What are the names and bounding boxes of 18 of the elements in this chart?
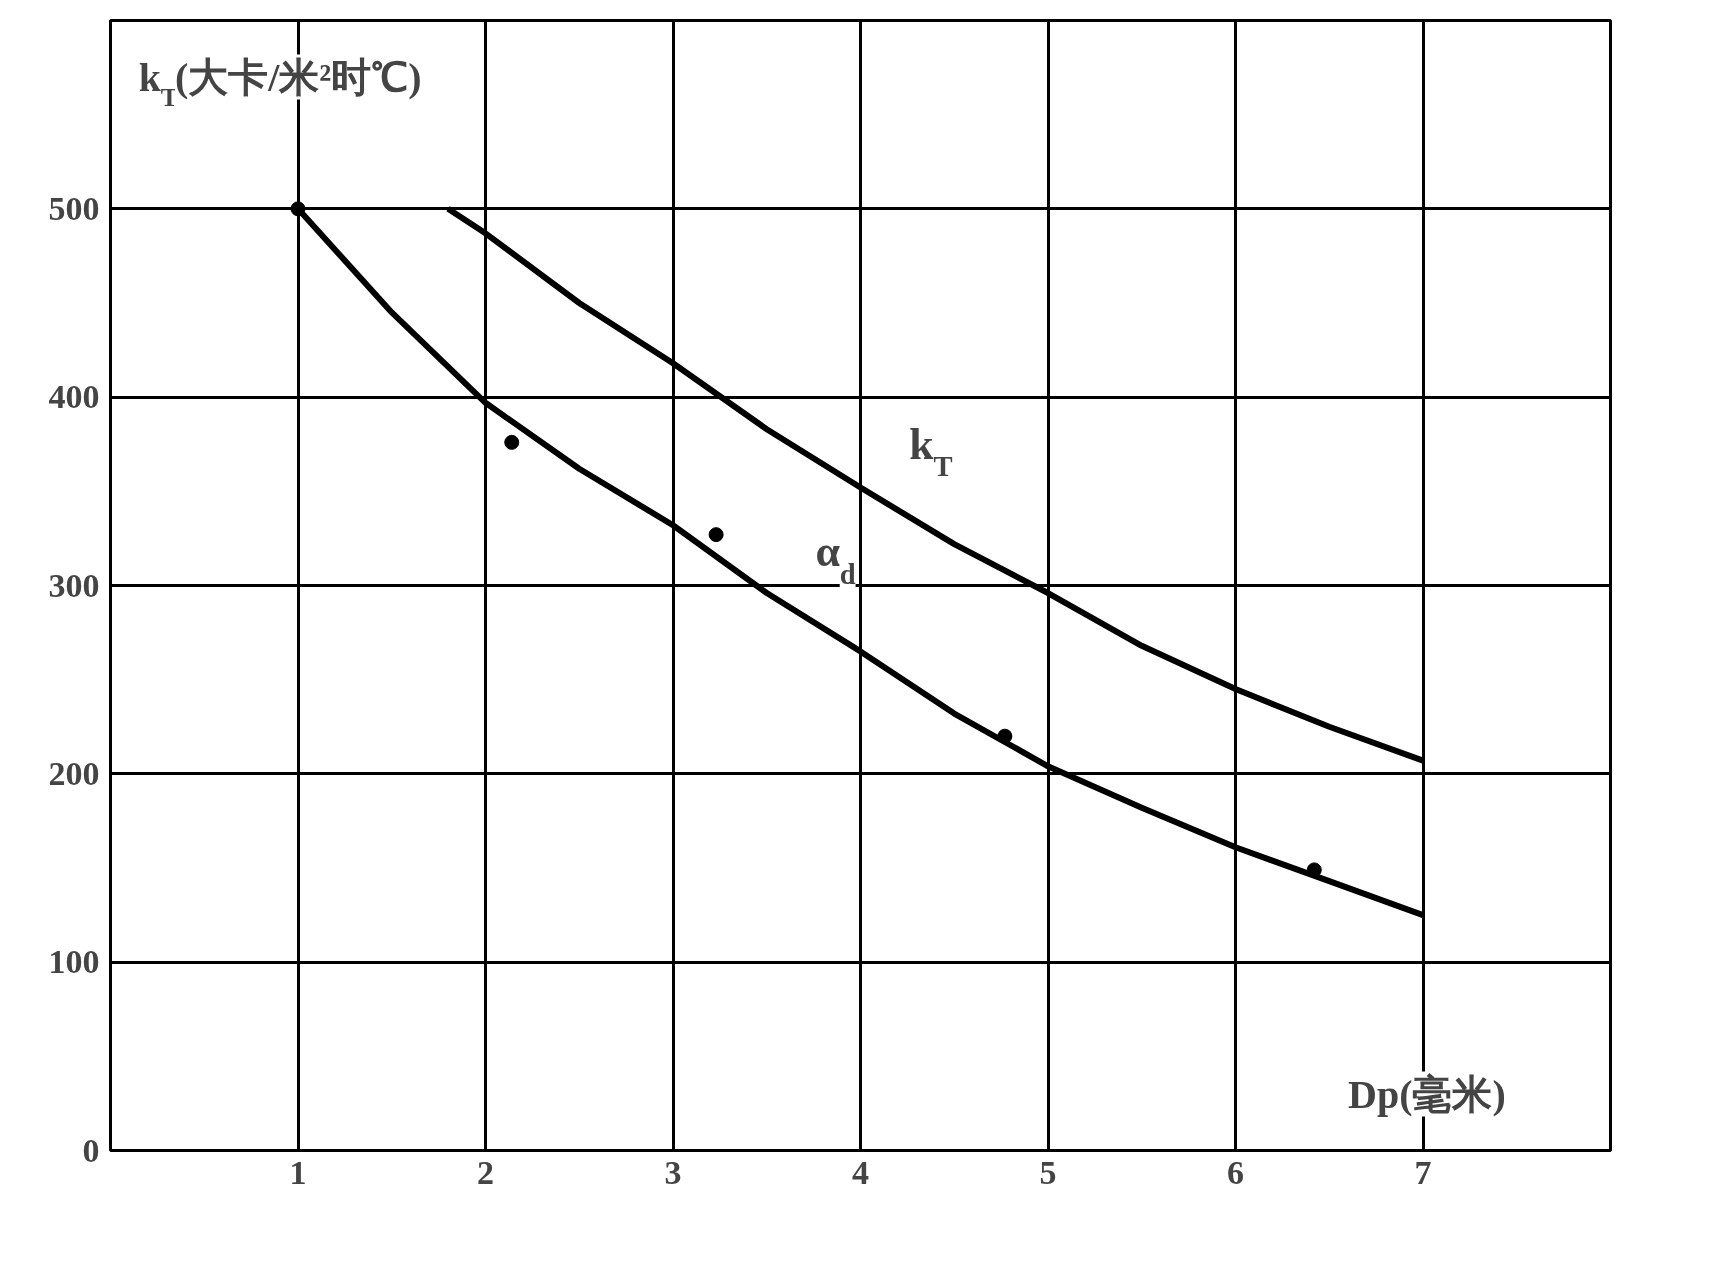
x-tick-label: 5 bbox=[1039, 1153, 1057, 1191]
point bbox=[290, 201, 306, 217]
y-tick-label: 300 bbox=[48, 566, 100, 604]
x-tick-label: 7 bbox=[1414, 1153, 1432, 1191]
x-tick-label: 3 bbox=[664, 1153, 682, 1191]
point bbox=[504, 434, 520, 450]
x-tick-label: 2 bbox=[477, 1153, 494, 1191]
y-tick-label: 0 bbox=[82, 1131, 100, 1169]
x-axis-title: Dp(毫米) bbox=[1348, 1071, 1506, 1117]
y-tick-label: 100 bbox=[48, 943, 100, 981]
y-tick-label: 400 bbox=[48, 378, 100, 416]
point bbox=[997, 728, 1013, 744]
y-tick-label: 500 bbox=[48, 189, 100, 227]
x-tick-label: 4 bbox=[852, 1153, 869, 1191]
point bbox=[708, 527, 724, 543]
x-tick-label: 6 bbox=[1227, 1153, 1244, 1191]
y-tick-label: 200 bbox=[48, 754, 100, 792]
x-tick-label: 1 bbox=[289, 1153, 307, 1191]
